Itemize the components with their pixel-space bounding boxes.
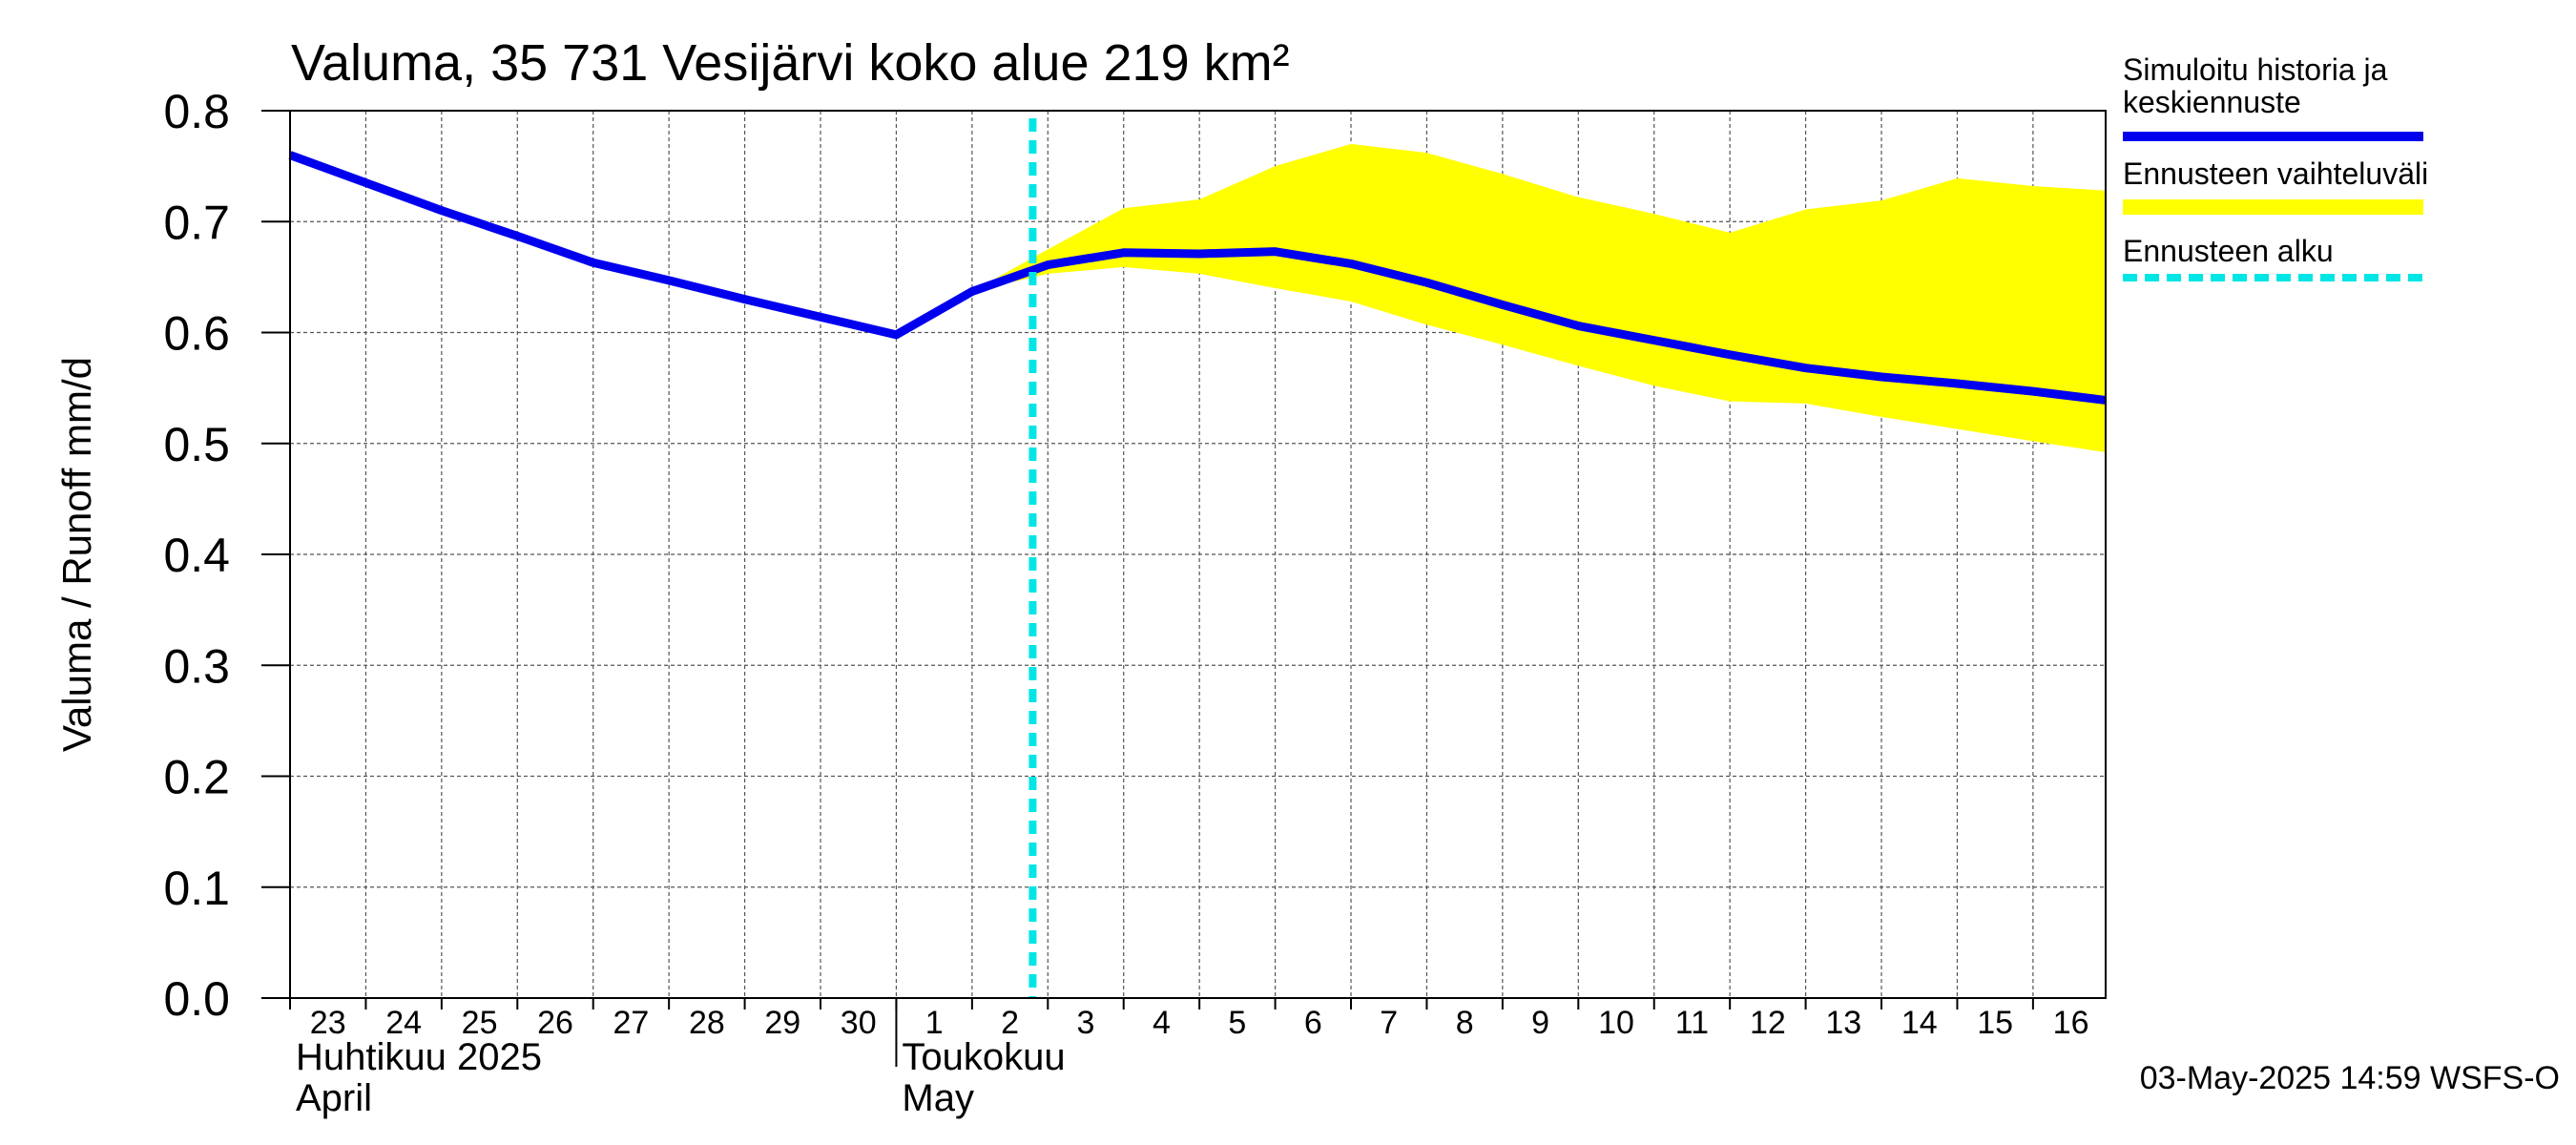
x-tick-label: 14 — [1901, 1005, 1938, 1041]
x-tick-label: 7 — [1380, 1005, 1398, 1041]
x-tick-label: 16 — [2053, 1005, 2089, 1041]
y-tick-label: 0.0 — [163, 972, 230, 1026]
x-tick-label: 9 — [1531, 1005, 1549, 1041]
x-tick-label: 26 — [537, 1005, 573, 1041]
y-tick-label: 0.1 — [163, 862, 230, 915]
footer-timestamp: 03-May-2025 14:59 WSFS-O — [2140, 1060, 2560, 1096]
mean-forecast-line — [288, 151, 2107, 405]
forecast-band — [971, 143, 2106, 453]
x-tick-label: 28 — [689, 1005, 725, 1041]
legend-label: Ennusteen vaihteluväli — [2123, 156, 2428, 191]
x-tick-label: 12 — [1750, 1005, 1786, 1041]
y-tick-label: 0.6 — [163, 307, 230, 361]
x-tick-label: 1 — [925, 1005, 944, 1041]
x-tick-label: 8 — [1456, 1005, 1474, 1041]
x-tick-label: 10 — [1598, 1005, 1634, 1041]
y-tick-label: 0.4 — [163, 529, 230, 582]
month-label-en: April — [296, 1077, 372, 1119]
x-tick-label: 25 — [462, 1005, 498, 1041]
month-label-fi: Huhtikuu 2025 — [296, 1036, 542, 1078]
month-label-fi: Toukokuu — [902, 1036, 1065, 1078]
x-tick-label: 4 — [1153, 1005, 1171, 1041]
y-tick-label: 0.7 — [163, 196, 230, 249]
legend-label: Simuloitu historia ja — [2123, 52, 2388, 87]
chart-title: Valuma, 35 731 Vesijärvi koko alue 219 k… — [291, 34, 1290, 92]
y-axis-label: Valuma / Runoff mm/d — [54, 357, 99, 752]
legend-label: Ennusteen alku — [2123, 234, 2334, 268]
legend-label: keskiennuste — [2123, 85, 2301, 119]
y-tick-label: 0.5 — [163, 418, 230, 471]
x-tick-label: 29 — [764, 1005, 800, 1041]
x-tick-label: 6 — [1304, 1005, 1322, 1041]
x-tick-label: 3 — [1077, 1005, 1095, 1041]
x-tick-label: 24 — [385, 1005, 422, 1041]
x-tick-label: 2 — [1001, 1005, 1019, 1041]
x-tick-label: 30 — [841, 1005, 877, 1041]
series-lines — [288, 151, 2107, 405]
y-tick-label: 0.8 — [163, 85, 230, 138]
y-tick-label: 0.3 — [163, 639, 230, 693]
x-tick-label: 27 — [613, 1005, 650, 1041]
month-label-en: May — [902, 1077, 974, 1119]
x-axis: 23 24 25 26 27 28 29 30 1 2 3 4 5 6 7 8 9 10 11 12 13 14 15 16H… — [289, 998, 2089, 1119]
x-tick-label: 23 — [310, 1005, 346, 1041]
x-tick-label: 11 — [1675, 1005, 1709, 1041]
y-axis: 0.0 0.1 0.2 0.3 0.4 0.5 0.6 0.7 0.8 — [163, 85, 290, 1026]
y-tick-label: 0.2 — [163, 751, 230, 804]
x-tick-label: 5 — [1228, 1005, 1246, 1041]
forecast-range-band — [971, 143, 2106, 453]
x-tick-label: 15 — [1977, 1005, 2013, 1041]
x-tick-label: 13 — [1825, 1005, 1861, 1041]
